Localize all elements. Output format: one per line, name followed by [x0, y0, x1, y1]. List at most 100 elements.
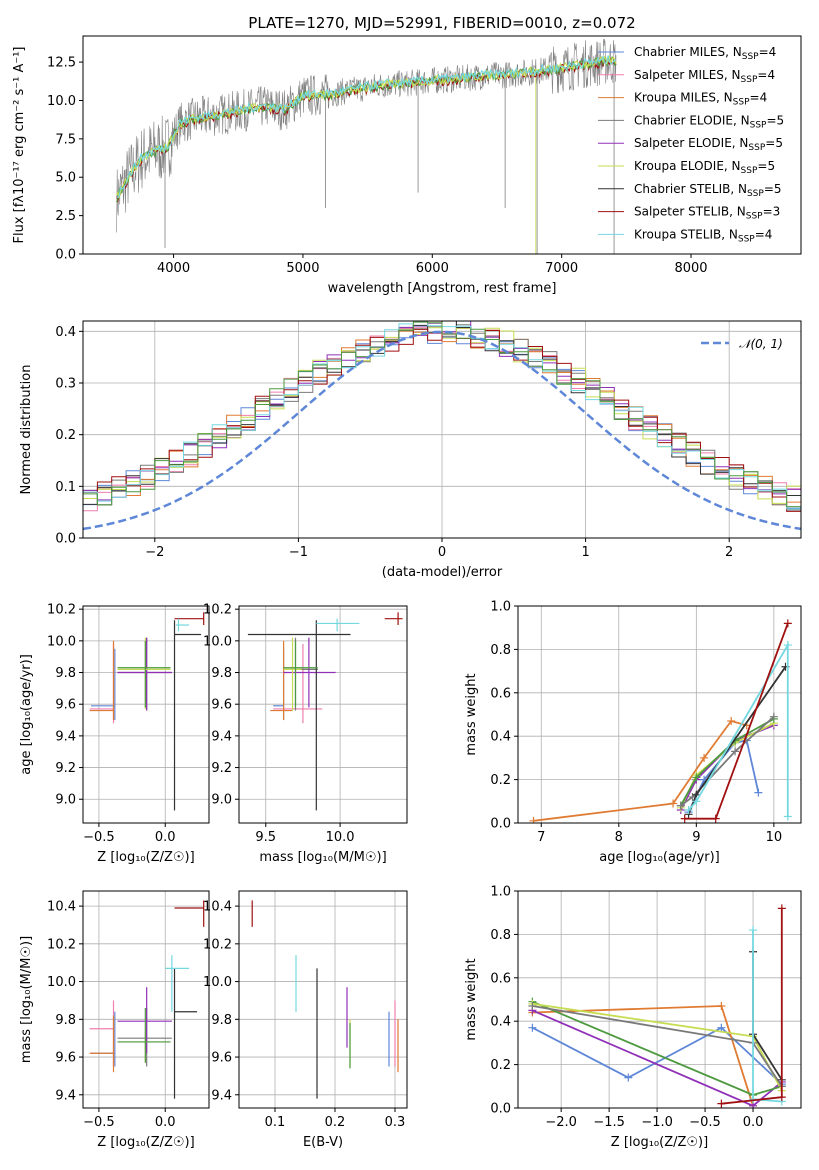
weight-series-line	[531, 1026, 783, 1085]
y-tick-label: 9.6	[211, 698, 232, 713]
y-tick-label: 0.8	[490, 643, 511, 658]
y-axis-label: mass weight	[464, 673, 479, 755]
errorbar-point	[247, 620, 351, 811]
weight-series	[684, 641, 792, 821]
weight-marker	[717, 1099, 726, 1108]
errorbar-point	[117, 987, 172, 1054]
legend-label-tail: =5	[765, 136, 783, 150]
y-tick-label: 12.5	[47, 56, 76, 71]
errorbar-point	[89, 640, 115, 721]
y-tick-label: 10.2	[203, 603, 232, 618]
legend-label-subscript: SSP	[733, 98, 750, 108]
weight-marker	[717, 1002, 726, 1011]
weight-lines	[529, 619, 792, 823]
y-tick-label: 10.0	[203, 975, 232, 990]
legend-label-tail: =4	[750, 91, 768, 105]
plot-frame	[238, 890, 408, 1109]
legend-label-text: Chabrier MILES, N	[634, 45, 742, 59]
spectrum-lines	[116, 38, 617, 254]
weight-marker	[777, 1093, 786, 1102]
residual-histogram-step	[83, 328, 801, 512]
errorbar-point	[173, 968, 198, 1099]
x-tick-label: −1.0	[641, 1115, 673, 1130]
weight-marker	[676, 801, 685, 810]
weight-marker	[727, 717, 736, 726]
x-tick-label: 10.0	[326, 830, 355, 845]
x-tick-label: 0.1	[265, 1115, 286, 1130]
legend-label-tail: =4	[757, 68, 775, 82]
weight-series-line	[680, 718, 775, 807]
y-tick-label: 0.2	[490, 773, 511, 788]
legend-label: Kroupa STELIB, NSSP=4	[634, 227, 772, 244]
legend-label-text: Kroupa ELODIE, N	[634, 159, 741, 173]
y-tick-label: 10.0	[47, 975, 76, 990]
x-tick-label: 8	[615, 830, 623, 845]
plot-frame	[238, 605, 408, 824]
errorbar-point	[117, 1030, 171, 1063]
weight-marker	[749, 926, 758, 935]
legend-label: Chabrier ELODIE, NSSP=5	[634, 113, 784, 130]
weight-marker	[692, 797, 701, 806]
age-vs-mass-panel: 9.5 10.0 9.0 9.2 9.4 9.6 9.8 10.0 10.2 mass [log₁…	[203, 603, 408, 865]
errorbar-points	[247, 612, 403, 811]
x-tick-label: 0.0	[155, 830, 176, 845]
weight-marker	[529, 816, 538, 823]
y-tick-label: 10.0	[47, 634, 76, 649]
weight-series	[528, 1023, 786, 1089]
x-tick-label: 5000	[286, 261, 319, 276]
errorbar-point	[89, 1000, 115, 1067]
legend-label-text: Salpeter MILES, N	[634, 68, 741, 82]
weight-series	[680, 619, 792, 823]
y-tick-label: 9.4	[55, 729, 76, 744]
x-tick-label: 2	[725, 545, 733, 560]
y-axis-label: mass weight	[464, 958, 479, 1040]
weight-marker	[528, 1023, 537, 1032]
y-tick-label: 2.5	[55, 209, 76, 224]
errorbar-point	[89, 644, 115, 724]
legend-label-subscript: SSP	[747, 189, 764, 199]
x-axis-label: Z [log₁₀(Z/Z☉)]	[97, 850, 194, 865]
legend-label-tail: =3	[763, 205, 781, 219]
legend-label: Kroupa ELODIE, NSSP=5	[634, 159, 775, 176]
y-tick-label: 9.2	[211, 761, 232, 776]
y-tick-label: 0.4	[490, 730, 511, 745]
y-tick-label: 0.2	[55, 428, 76, 443]
weight-series	[676, 712, 778, 810]
errorbar-point	[270, 640, 293, 721]
model-spectrum-line	[116, 56, 617, 203]
weight-marker	[711, 814, 720, 823]
x-tick-label: −0.5	[83, 830, 115, 845]
model-spectrum-line	[116, 57, 617, 204]
y-tick-label: 10.0	[47, 94, 76, 109]
x-tick-label: −1.5	[593, 1115, 625, 1130]
weight-lines	[528, 904, 786, 1108]
legend-label-tail: =5	[766, 113, 784, 127]
legend-label-text: Chabrier STELIB, N	[634, 182, 747, 196]
weight-marker	[717, 1023, 726, 1032]
x-tick-label: 8000	[674, 261, 707, 276]
legend-label: Salpeter STELIB, NSSP=3	[634, 205, 780, 222]
y-tick-label: 10.4	[47, 900, 76, 915]
plot-frame	[82, 605, 210, 824]
x-tick-label: 9.5	[255, 830, 276, 845]
normal-distribution-curve	[83, 330, 801, 531]
legend-label-subscript: SSP	[741, 75, 758, 85]
errorbar-point	[283, 637, 318, 711]
model-spectrum-line	[116, 55, 617, 200]
errorbar-points	[251, 900, 399, 1099]
errorbar-points	[89, 612, 205, 811]
weight-series-line	[752, 930, 782, 1103]
weight-marker	[783, 619, 792, 628]
plot-frame	[82, 35, 802, 255]
y-tick-label: 9.6	[211, 1051, 232, 1066]
y-tick-label: 5.0	[55, 171, 76, 186]
weight-marker	[783, 812, 792, 821]
y-axis-label: Normed distribution	[19, 365, 34, 495]
legend-label: Chabrier MILES, NSSP=4	[634, 45, 776, 62]
y-tick-label: 9.0	[55, 793, 76, 808]
y-tick-label: 0.1	[55, 480, 76, 495]
y-tick-label: 1.0	[490, 600, 511, 615]
y-tick-label: 0.6	[490, 971, 511, 986]
